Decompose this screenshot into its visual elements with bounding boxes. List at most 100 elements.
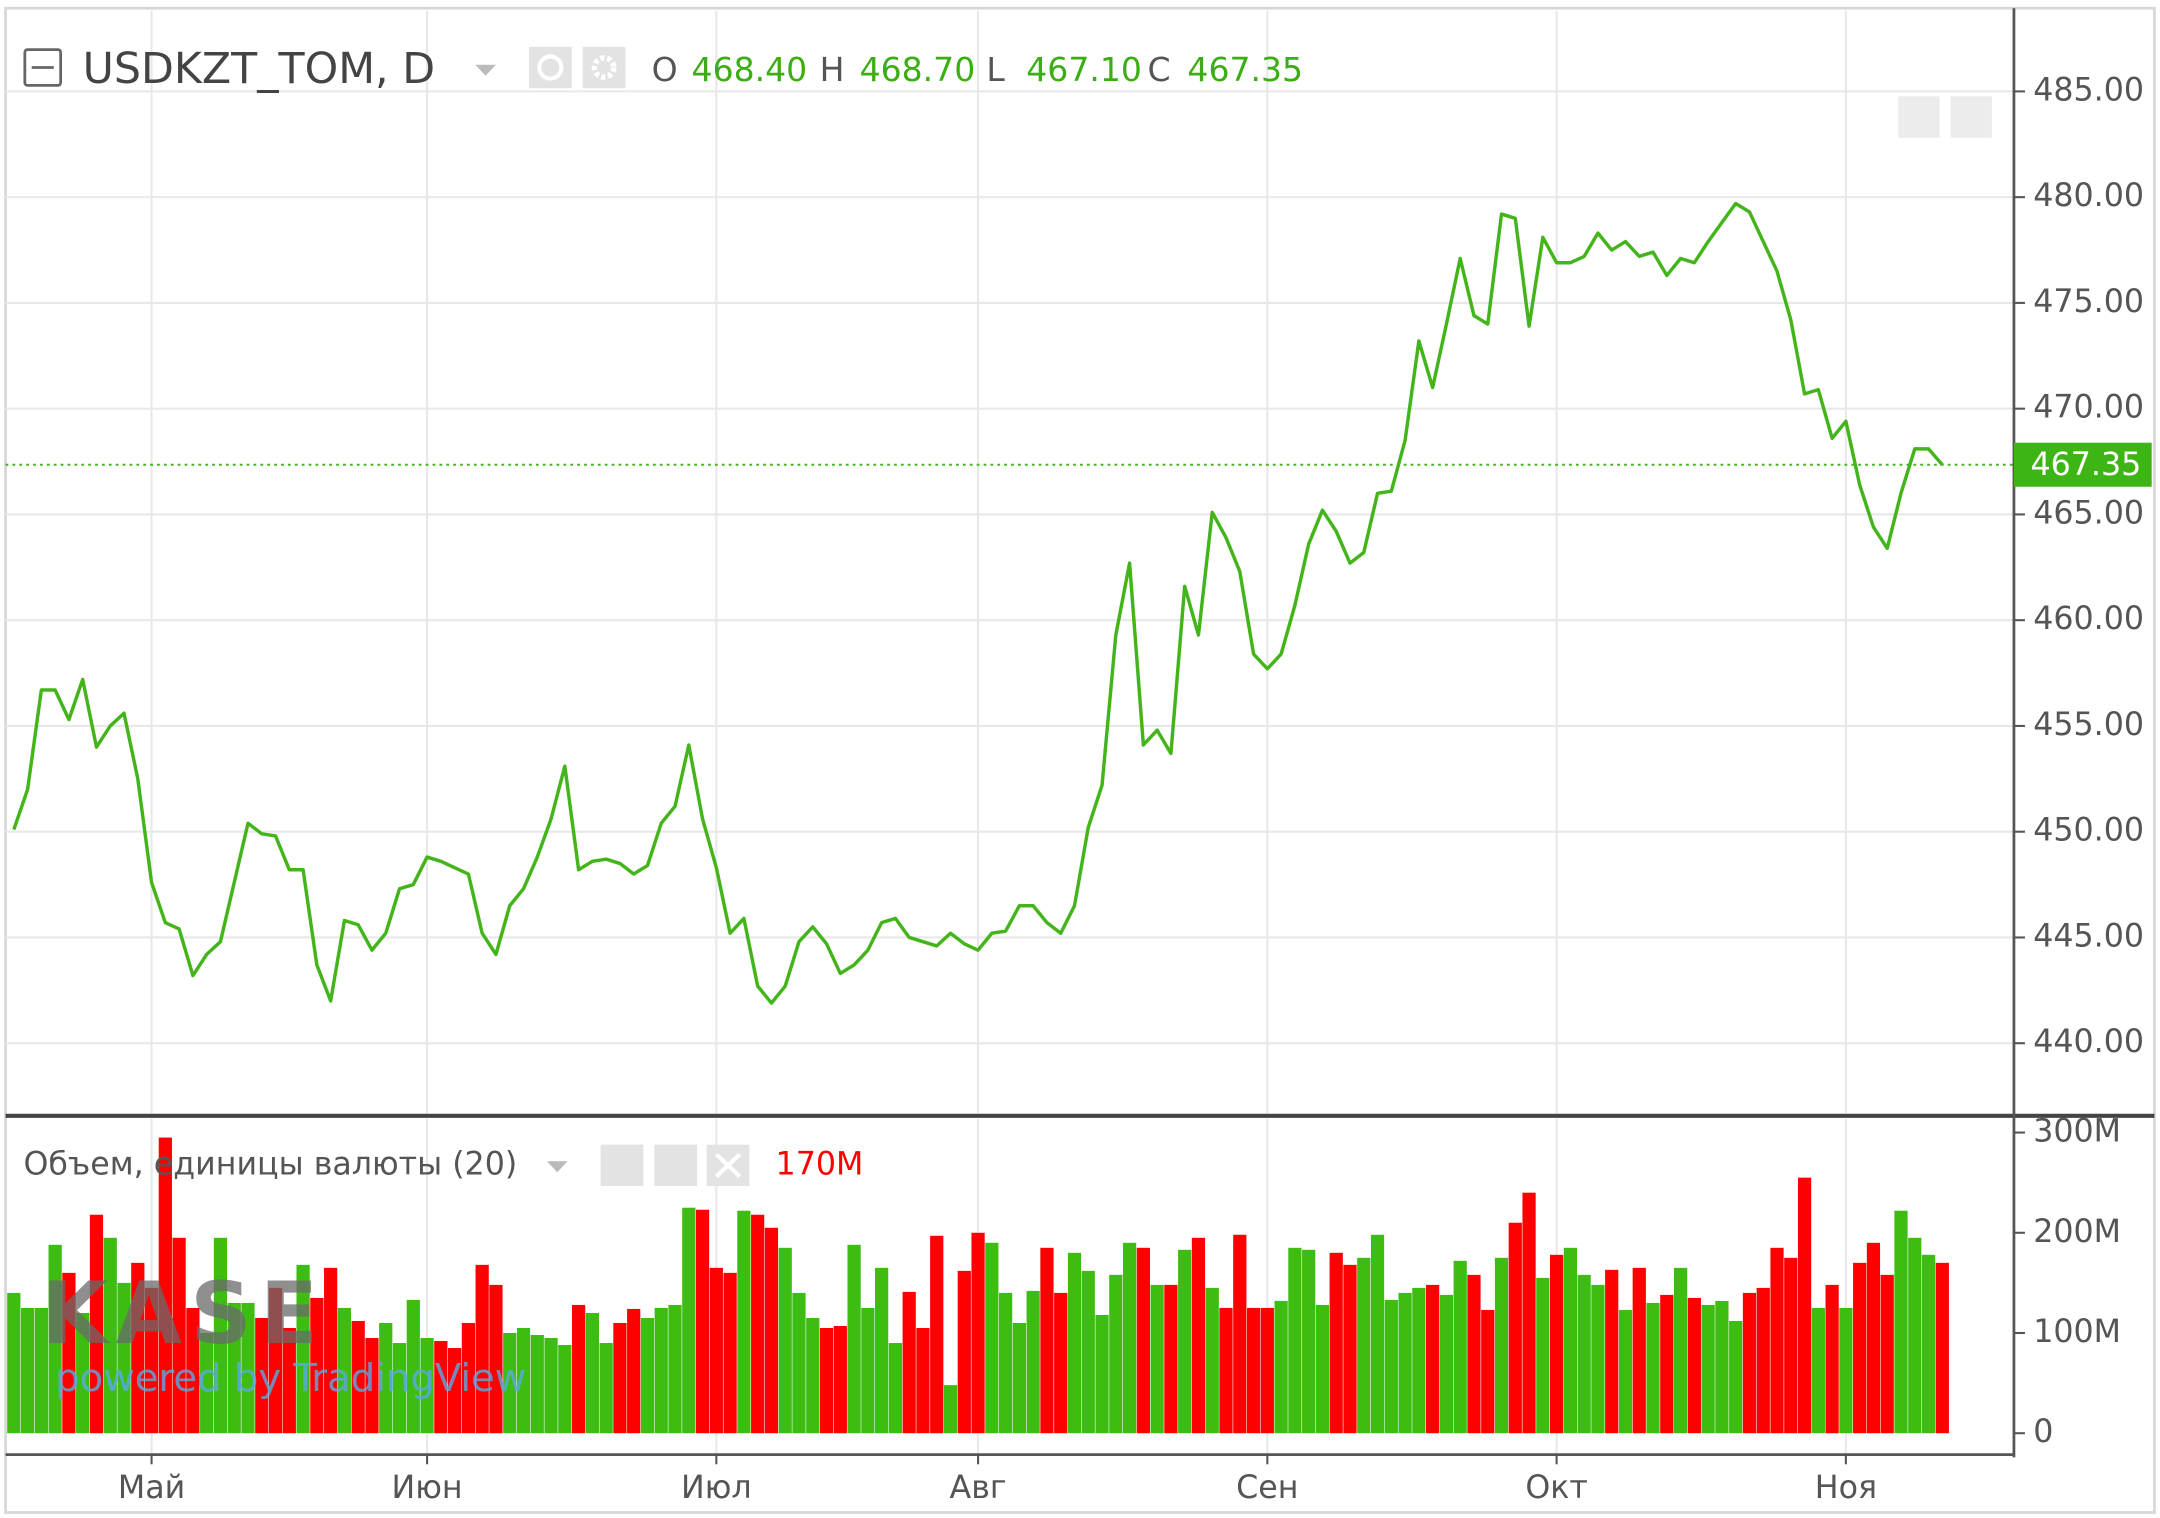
volume-bar <box>1563 1247 1578 1434</box>
dropdown-arrow[interactable] <box>546 1161 568 1173</box>
volume-bar <box>1398 1292 1412 1434</box>
volume-bar <box>296 1264 310 1434</box>
y-tick-label: 455.00 <box>2033 707 2144 743</box>
volume-bar <box>943 1385 958 1434</box>
volume-bar <box>351 1320 365 1434</box>
axes: 440.00 445.00 450.00 455.00 460.00 465.00 470.… <box>118 72 2152 1506</box>
y-tick-label: 475.00 <box>2033 284 2144 320</box>
y-tick-label: 300M <box>2033 1114 2121 1150</box>
volume-bar <box>806 1317 820 1434</box>
volume-bar <box>406 1299 420 1434</box>
volume-bar <box>268 1287 283 1434</box>
volume-bar <box>1439 1294 1454 1434</box>
volume-bar <box>1040 1247 1054 1434</box>
ohlc-value: 468.70 <box>860 50 976 89</box>
volume-bar <box>1935 1262 1949 1434</box>
grid <box>5 11 2014 1454</box>
volume-bar <box>902 1291 916 1434</box>
volume-bar <box>434 1341 448 1434</box>
volume-bar <box>1467 1274 1481 1434</box>
y-tick-label: 485.00 <box>2033 72 2144 108</box>
volume-bar <box>530 1334 544 1434</box>
volume-bar <box>461 1322 476 1434</box>
volume-bar <box>682 1207 696 1434</box>
scroll-button[interactable] <box>1950 96 1992 138</box>
settings-button[interactable] <box>654 1144 698 1187</box>
volume-bar <box>365 1338 379 1434</box>
volume-bar <box>1302 1249 1316 1434</box>
volume-bar <box>723 1272 737 1434</box>
volume-bar <box>709 1267 723 1434</box>
volume-bar <box>89 1214 104 1434</box>
volume-bar <box>503 1332 517 1434</box>
volume-bar <box>172 1237 186 1434</box>
volume-bar <box>1632 1267 1646 1434</box>
ohlc-value: 467.10 <box>1026 50 1142 89</box>
volume-bar <box>957 1270 971 1434</box>
y-tick-label: 200M <box>2033 1214 2121 1250</box>
y-tick-label: 465.00 <box>2033 495 2144 531</box>
volume-bar <box>1233 1234 1247 1434</box>
volume-bar <box>324 1267 338 1434</box>
volume-bar <box>1756 1287 1770 1434</box>
x-tick-label: Авг <box>950 1470 1007 1506</box>
volume-bar <box>1178 1249 1192 1434</box>
volume-bar <box>792 1292 806 1434</box>
volume-bar <box>585 1312 599 1434</box>
x-tick-label: Июн <box>392 1470 463 1506</box>
close-icon <box>714 1152 742 1178</box>
y-tick-label: 0 <box>2033 1414 2053 1450</box>
eye-button[interactable] <box>529 46 572 89</box>
watermark-credit: powered by TradingView <box>55 1356 526 1401</box>
volume-bar <box>131 1262 145 1434</box>
settings-icon <box>591 55 617 80</box>
volume-bar <box>1921 1254 1936 1434</box>
last-price-label: 467.35 <box>2030 447 2141 483</box>
volume-bar <box>1577 1274 1591 1434</box>
y-tick-label: 470.00 <box>2033 390 2144 426</box>
volume-bar <box>420 1338 434 1434</box>
volume-bar <box>379 1322 393 1434</box>
volume-bar <box>282 1327 296 1434</box>
x-tick-label: Сен <box>1236 1470 1298 1506</box>
volume-bar <box>20 1307 35 1434</box>
volume-bar <box>751 1214 765 1434</box>
volume-bar <box>668 1304 682 1434</box>
symbol-title: USDKZT_TOM, D <box>83 44 435 94</box>
volume-bar <box>186 1307 200 1434</box>
volume-bar <box>1012 1322 1027 1434</box>
volume-title: Объем, единицы валюты (20) <box>23 1146 517 1182</box>
x-tick-label: Ноя <box>1815 1470 1877 1506</box>
settings-button[interactable] <box>582 46 626 89</box>
volume-bar <box>1908 1237 1922 1434</box>
volume-bar <box>1522 1192 1536 1434</box>
volume-bar <box>1715 1300 1729 1434</box>
ohlc-key: C <box>1147 50 1170 89</box>
volume-bar <box>1729 1320 1743 1434</box>
dropdown-arrow[interactable] <box>475 64 496 76</box>
volume-bar <box>1315 1304 1330 1434</box>
x-tick-label: Май <box>118 1470 185 1506</box>
volume-bar <box>1260 1307 1274 1434</box>
volume-bar <box>1784 1257 1798 1434</box>
volume-bar <box>640 1317 655 1434</box>
volume-bar <box>1687 1297 1701 1434</box>
volume-bar <box>448 1348 462 1434</box>
volume-bar <box>833 1325 847 1434</box>
ohlc-value: 468.40 <box>692 50 808 89</box>
scroll-button[interactable] <box>1898 96 1940 138</box>
volume-bar <box>34 1307 48 1434</box>
volume-bar <box>695 1209 710 1434</box>
volume-bar <box>1412 1287 1426 1434</box>
volume-bar <box>1494 1257 1509 1434</box>
y-tick-label: 445.00 <box>2033 918 2144 954</box>
volume-bar <box>1384 1299 1398 1434</box>
eye-button[interactable] <box>600 1144 644 1187</box>
volume-bar <box>847 1244 861 1434</box>
x-tick-label: Окт <box>1525 1470 1588 1506</box>
volume-bar <box>599 1343 613 1434</box>
volume-last-value: 170M <box>776 1146 864 1182</box>
volume-bar <box>255 1317 269 1434</box>
volume-bar <box>985 1242 999 1434</box>
volume-bar <box>1026 1290 1040 1434</box>
